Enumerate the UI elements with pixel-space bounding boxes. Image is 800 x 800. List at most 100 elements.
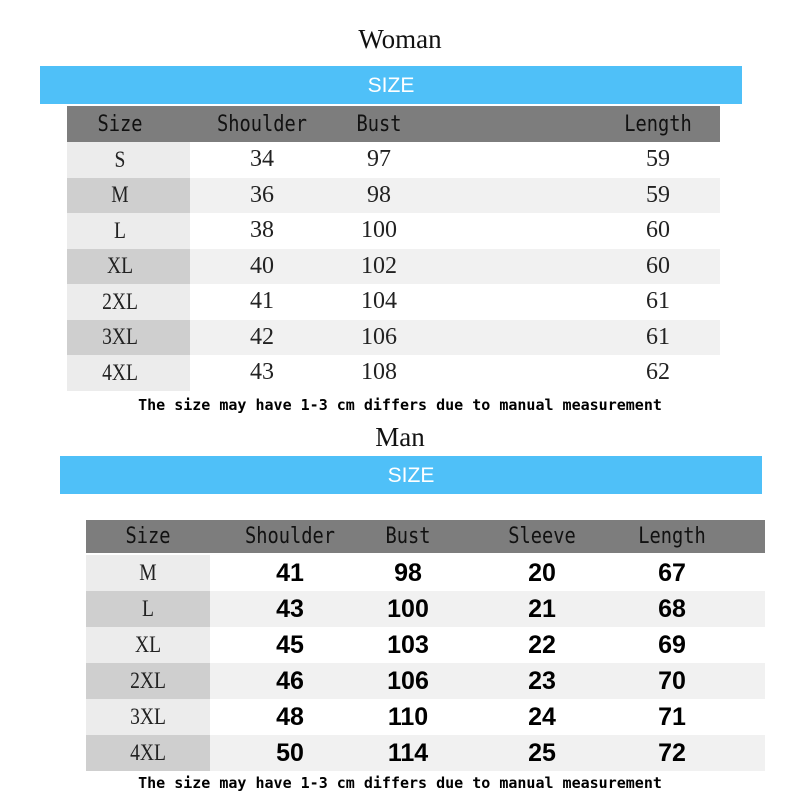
measurement-value: 106 xyxy=(361,323,397,350)
table-row: L 38 100 60 xyxy=(67,213,720,249)
measurement-value: 61 xyxy=(646,323,670,350)
table-row: 2XL 41 104 61 xyxy=(67,284,720,320)
measurement-value: 20 xyxy=(528,558,556,587)
table-row: 3XL 42 106 61 xyxy=(67,319,720,355)
measurement-value: 97 xyxy=(367,146,391,173)
size-cell-bg xyxy=(86,735,210,771)
measurement-value: 59 xyxy=(646,181,670,208)
measurement-value: 61 xyxy=(646,288,670,315)
measurement-value: 71 xyxy=(658,702,686,731)
column-header: Shoulder xyxy=(216,111,308,137)
table-row: M 36 98 59 xyxy=(67,177,720,213)
measurement-value: 25 xyxy=(528,738,556,767)
size-label: 2XL xyxy=(102,288,138,314)
table-row: M 41 98 20 67 xyxy=(86,555,765,591)
size-cell-bg xyxy=(67,355,190,391)
measurement-value: 50 xyxy=(276,738,304,767)
size-cell-bg xyxy=(86,555,210,591)
measurement-value: 41 xyxy=(250,288,274,315)
measurement-value: 24 xyxy=(528,702,556,731)
size-cell-bg xyxy=(67,319,190,355)
size-label: M xyxy=(139,560,157,585)
size-label: 4XL xyxy=(130,740,166,765)
measurement-value: 103 xyxy=(387,630,429,659)
column-header: Sleeve xyxy=(508,524,576,549)
measurement-value: 100 xyxy=(361,217,397,244)
measurement-value: 41 xyxy=(276,558,304,587)
measurement-value: 23 xyxy=(528,666,556,695)
size-label: 4XL xyxy=(102,359,138,385)
size-cell-bg xyxy=(67,142,190,178)
size-cell-bg xyxy=(86,627,210,663)
table-row: 2XL 46 106 23 70 xyxy=(86,663,765,699)
table-header-row: Size Shoulder Bust Sleeve Length xyxy=(86,520,765,553)
measurement-value: 60 xyxy=(646,217,670,244)
measurement-value: 104 xyxy=(361,288,397,315)
measurement-value: 46 xyxy=(276,666,304,695)
column-header: Bust xyxy=(356,111,402,137)
man-measurement-note: The size may have 1-3 cm differs due to … xyxy=(138,774,662,792)
size-label: 2XL xyxy=(130,668,166,693)
table-header-row: Size Shoulder Bust Length xyxy=(67,106,720,142)
measurement-value: 38 xyxy=(250,217,274,244)
woman-size-banner: SIZE xyxy=(40,66,742,104)
table-row: 4XL 43 108 62 xyxy=(67,355,720,391)
measurement-value: 98 xyxy=(367,181,391,208)
measurement-value: 114 xyxy=(387,738,429,767)
size-label: XL xyxy=(106,253,134,279)
measurement-value: 108 xyxy=(361,359,397,386)
measurement-value: 102 xyxy=(361,252,397,279)
size-cell-bg xyxy=(86,591,210,627)
woman-title: Woman xyxy=(358,24,442,54)
table-row: 3XL 48 110 24 71 xyxy=(86,699,765,735)
table-row: L 43 100 21 68 xyxy=(86,591,765,627)
column-header: Size xyxy=(97,111,143,137)
measurement-value: 34 xyxy=(250,146,274,173)
table-row: XL 40 102 60 xyxy=(67,248,720,284)
measurement-value: 22 xyxy=(528,630,556,659)
size-cell-bg xyxy=(67,213,190,249)
table-row: 4XL 50 114 25 72 xyxy=(86,735,765,771)
measurement-value: 98 xyxy=(394,558,422,587)
measurement-value: 106 xyxy=(387,666,429,695)
size-label: M xyxy=(111,182,129,208)
measurement-value: 45 xyxy=(276,630,304,659)
measurement-value: 48 xyxy=(276,702,304,731)
column-header: Shoulder xyxy=(244,524,336,549)
size-cell-bg xyxy=(86,699,210,735)
measurement-value: 59 xyxy=(646,146,670,173)
measurement-value: 43 xyxy=(250,359,274,386)
measurement-value: 100 xyxy=(387,594,429,623)
measurement-value: 36 xyxy=(250,181,274,208)
man-size-banner: SIZE xyxy=(60,456,762,494)
column-header: Length xyxy=(624,111,692,137)
size-cell-bg xyxy=(67,284,190,320)
size-label: 3XL xyxy=(102,324,138,350)
size-label: L xyxy=(142,596,154,621)
measurement-value: 21 xyxy=(528,594,556,623)
size-cell-bg xyxy=(67,248,190,284)
measurement-value: 70 xyxy=(658,666,686,695)
size-cell-bg xyxy=(67,177,190,213)
measurement-value: 69 xyxy=(658,630,686,659)
column-header: Bust xyxy=(385,524,431,549)
measurement-value: 60 xyxy=(646,252,670,279)
size-label: L xyxy=(114,217,126,243)
measurement-value: 43 xyxy=(276,594,304,623)
column-header: Length xyxy=(638,524,706,549)
size-cell-bg xyxy=(86,663,210,699)
table-row: S 34 97 59 xyxy=(67,142,720,178)
size-label: XL xyxy=(134,632,162,657)
column-header: Size xyxy=(125,524,171,549)
size-label: S xyxy=(114,146,126,172)
measurement-value: 40 xyxy=(250,252,274,279)
man-title: Man xyxy=(375,422,425,452)
table-row: XL 45 103 22 69 xyxy=(86,627,765,663)
measurement-value: 110 xyxy=(387,702,429,731)
measurement-value: 42 xyxy=(250,323,274,350)
measurement-value: 72 xyxy=(658,738,686,767)
woman-measurement-note: The size may have 1-3 cm differs due to … xyxy=(138,396,662,414)
measurement-value: 62 xyxy=(646,359,670,386)
measurement-value: 68 xyxy=(658,594,686,623)
measurement-value: 67 xyxy=(658,558,686,587)
